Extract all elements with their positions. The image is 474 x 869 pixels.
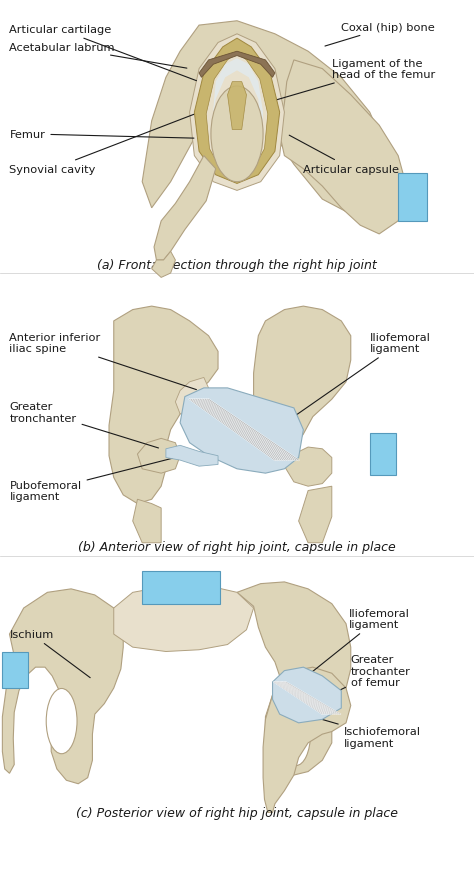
Text: Ligament of the
head of the femur: Ligament of the head of the femur <box>273 59 435 102</box>
Polygon shape <box>212 59 263 141</box>
Polygon shape <box>284 448 332 487</box>
Circle shape <box>211 87 263 182</box>
Polygon shape <box>273 667 341 723</box>
Polygon shape <box>133 500 161 543</box>
Polygon shape <box>152 252 175 278</box>
Polygon shape <box>142 22 389 217</box>
Polygon shape <box>175 378 209 415</box>
Text: (c) Posterior view of right hip joint, capsule in place: (c) Posterior view of right hip joint, c… <box>76 806 398 819</box>
Text: (a) Frontal section through the right hip joint: (a) Frontal section through the right hi… <box>97 259 377 272</box>
Polygon shape <box>137 439 180 474</box>
Text: Coxal (hip) bone: Coxal (hip) bone <box>325 23 435 47</box>
Polygon shape <box>2 589 123 784</box>
Text: Acetabular labrum: Acetabular labrum <box>9 43 187 69</box>
Polygon shape <box>237 582 351 775</box>
Text: Ischiofemoral
ligament: Ischiofemoral ligament <box>316 718 420 747</box>
Polygon shape <box>114 584 254 652</box>
Polygon shape <box>263 667 351 813</box>
Polygon shape <box>280 61 408 235</box>
Ellipse shape <box>46 688 77 753</box>
Polygon shape <box>190 35 284 191</box>
Text: Iliofemoral
ligament: Iliofemoral ligament <box>310 608 409 674</box>
Polygon shape <box>109 307 218 504</box>
Polygon shape <box>299 487 332 543</box>
Bar <box>370 434 396 475</box>
Polygon shape <box>154 156 216 261</box>
Text: Anterior inferior
iliac spine: Anterior inferior iliac spine <box>9 333 196 390</box>
Bar <box>398 174 427 222</box>
Polygon shape <box>199 52 275 78</box>
Bar <box>2 652 28 688</box>
Polygon shape <box>294 680 337 711</box>
Polygon shape <box>228 83 246 130</box>
Text: Synovial cavity: Synovial cavity <box>9 109 209 175</box>
Bar <box>142 571 220 604</box>
Text: Ischium: Ischium <box>9 629 90 678</box>
Polygon shape <box>194 39 280 184</box>
Ellipse shape <box>282 703 310 766</box>
Polygon shape <box>166 446 218 467</box>
Text: Pubofemoral
ligament: Pubofemoral ligament <box>9 459 173 501</box>
Text: Greater
trochanter
of femur: Greater trochanter of femur <box>332 654 410 694</box>
Text: Iliofemoral
ligament: Iliofemoral ligament <box>296 333 430 415</box>
Text: Articular capsule: Articular capsule <box>289 136 400 175</box>
Text: Greater
tronchanter: Greater tronchanter <box>9 402 158 448</box>
Text: Articular cartilage: Articular cartilage <box>9 25 197 82</box>
Polygon shape <box>206 54 268 176</box>
Text: (b) Anterior view of right hip joint, capsule in place: (b) Anterior view of right hip joint, ca… <box>78 541 396 554</box>
Polygon shape <box>180 388 303 474</box>
Polygon shape <box>254 307 351 452</box>
Text: Femur: Femur <box>9 129 194 140</box>
